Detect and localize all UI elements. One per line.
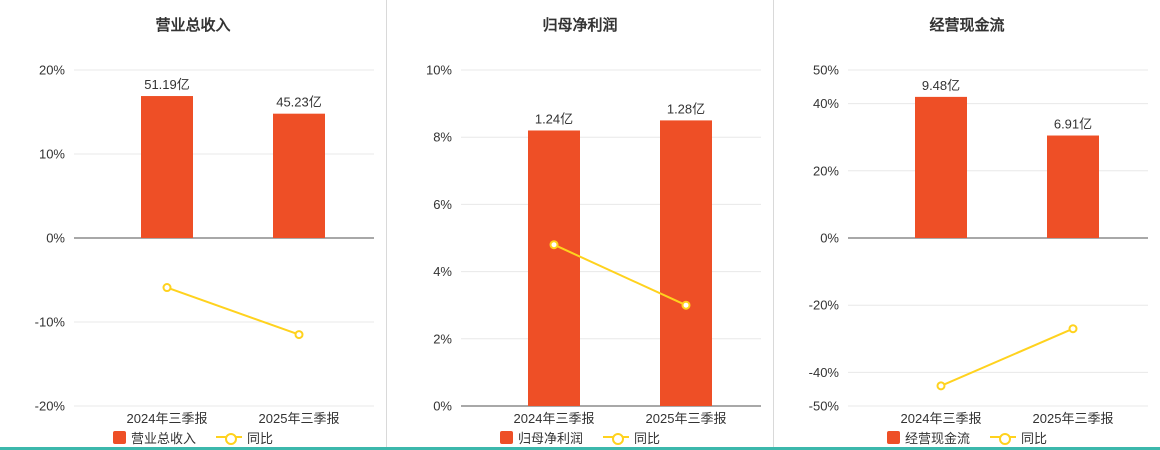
bar xyxy=(1047,135,1099,238)
net-profit-chart-plot: 0% 2% 4% 6% 8% 10% 1.24亿 2024年三季报 1.28亿 2025年三季报 xyxy=(426,63,761,426)
x-category-label: 2024年三季报 xyxy=(127,411,208,426)
bar xyxy=(141,96,193,238)
legend-label: 同比 xyxy=(247,430,274,446)
cash-flow-chart-plot: -50% -40% -20% 0% 20% 40% 50% 9.48亿 2024年三季报 6.91… xyxy=(809,63,1148,426)
bar-swatch-icon xyxy=(112,430,126,444)
line-marker-icon xyxy=(990,432,1016,445)
y-tick-label: -20% xyxy=(35,399,66,414)
net-profit-chart-panel: 归母净利润 0% 2% 4% 6% 8% 10% 1.24亿 2024年三季报 1.28亿 202… xyxy=(386,0,773,447)
legend-item-bar[interactable]: 经营现金流 xyxy=(886,428,970,447)
y-tick-label: 10% xyxy=(426,63,452,78)
x-category-label: 2025年三季报 xyxy=(646,411,727,426)
y-tick-label: 0% xyxy=(820,231,839,246)
line-marker-icon xyxy=(216,432,242,445)
line-marker-icon xyxy=(603,432,629,445)
yoy-line xyxy=(553,243,687,307)
x-category-label: 2024年三季报 xyxy=(901,411,982,426)
yoy-marker-icon xyxy=(936,381,946,391)
legend-item-yoy[interactable]: 同比 xyxy=(216,428,273,447)
y-tick-label: 0% xyxy=(46,231,65,246)
legend-item-yoy[interactable]: 同比 xyxy=(603,428,660,447)
y-tick-label: -50% xyxy=(809,399,840,414)
y-tick-label: 0% xyxy=(433,399,452,414)
y-tick-label: 6% xyxy=(433,197,452,212)
yoy-marker-icon xyxy=(294,330,304,340)
bar-value-label: 45.23亿 xyxy=(276,95,322,110)
bar-value-label: 1.24亿 xyxy=(535,111,573,126)
x-category-label: 2024年三季报 xyxy=(514,411,595,426)
yoy-line xyxy=(166,286,300,336)
chart-title: 归母净利润 xyxy=(542,17,618,34)
legend-item-bar[interactable]: 归母净利润 xyxy=(499,428,583,447)
y-tick-label: 50% xyxy=(813,63,839,78)
yoy-line xyxy=(940,327,1074,387)
legend-label: 经营现金流 xyxy=(904,430,970,446)
x-category-label: 2025年三季报 xyxy=(1033,411,1114,426)
y-tick-label: 2% xyxy=(433,331,452,346)
chart-legend: 营业总收入 同比 xyxy=(0,427,386,447)
bar xyxy=(528,130,580,406)
chart-legend: 经营现金流 同比 xyxy=(774,427,1160,447)
chart-title: 营业总收入 xyxy=(155,17,231,34)
legend-label: 同比 xyxy=(1021,430,1048,446)
legend-item-bar[interactable]: 营业总收入 xyxy=(112,428,196,447)
bar xyxy=(915,96,967,238)
bar-value-label: 6.91亿 xyxy=(1054,117,1092,132)
bottom-accent-bar xyxy=(0,447,1160,450)
bar-value-label: 1.28亿 xyxy=(667,101,705,116)
y-tick-label: 40% xyxy=(813,96,839,111)
y-tick-label: -20% xyxy=(809,298,840,313)
y-tick-label: 8% xyxy=(433,130,452,145)
bar-value-label: 51.19亿 xyxy=(144,77,190,92)
bar-value-label: 9.48亿 xyxy=(922,78,960,93)
revenue-chart-plot: -20% -10% 0% 10% 20% 51.19亿 2024年三季报 45.23亿 2025… xyxy=(35,63,374,426)
y-tick-label: 4% xyxy=(433,264,452,279)
y-tick-label: -40% xyxy=(809,365,840,380)
legend-label: 归母净利润 xyxy=(517,430,583,446)
yoy-marker-icon xyxy=(162,283,172,293)
y-tick-label: 20% xyxy=(39,63,65,78)
revenue-chart-panel: 营业总收入 -20% -10% 0% 10% 20% 51.19亿 2024年三季报 45.2… xyxy=(0,0,386,447)
bar-swatch-icon xyxy=(886,430,900,444)
legend-item-yoy[interactable]: 同比 xyxy=(990,428,1047,447)
legend-label: 营业总收入 xyxy=(130,430,196,446)
yoy-marker-icon xyxy=(1068,324,1078,334)
chart-legend: 归母净利润 同比 xyxy=(387,427,773,447)
y-tick-label: -10% xyxy=(35,315,66,330)
bar-swatch-icon xyxy=(499,430,513,444)
y-tick-label: 20% xyxy=(813,163,839,178)
yoy-marker-icon xyxy=(681,300,691,310)
bar xyxy=(660,120,712,407)
bar xyxy=(273,113,325,238)
yoy-marker-icon xyxy=(549,240,559,250)
chart-title: 经营现金流 xyxy=(929,17,1005,34)
cash-flow-chart-panel: 经营现金流 -50% -40% -20% 0% 20% 40% 50% 9.48亿 2024年三… xyxy=(773,0,1160,447)
x-category-label: 2025年三季报 xyxy=(259,411,340,426)
y-tick-label: 10% xyxy=(39,147,65,162)
legend-label: 同比 xyxy=(634,430,661,446)
